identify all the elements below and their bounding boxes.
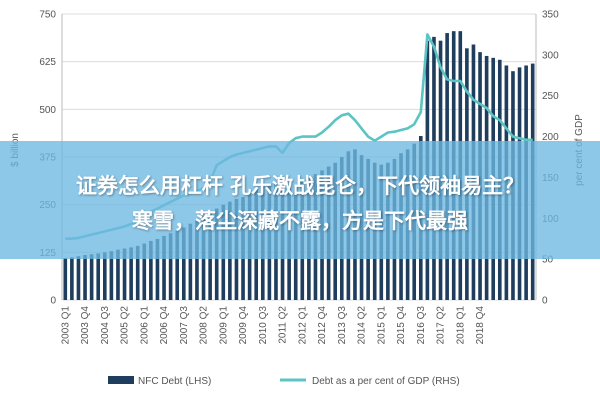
bar-20 <box>195 219 199 300</box>
right-tick-5: 250 <box>542 91 559 102</box>
bar-5 <box>96 253 101 300</box>
x-tick-11: 2011 Q2 <box>278 306 289 344</box>
bar-1 <box>70 257 74 300</box>
x-tick-8: 2009 Q1 <box>218 306 229 345</box>
bar-17 <box>175 230 180 300</box>
overlay-subheadline: 寒雪，落尘深藏不露，方是下代最强 <box>132 209 468 233</box>
left-tick-0: 0 <box>50 296 56 307</box>
x-tick-19: 2017 Q2 <box>436 306 447 345</box>
bar-2 <box>76 256 81 300</box>
right-tick-0: 0 <box>542 296 548 307</box>
overlay-headline: 证券怎么用杠杆 孔乐激战昆仑，下代领袖易主？ <box>75 174 525 198</box>
right-tick-4: 200 <box>542 132 559 143</box>
bar-7 <box>109 251 114 300</box>
bar-10 <box>129 247 133 300</box>
x-tick-18: 2016 Q3 <box>416 306 427 345</box>
x-tick-7: 2008 Q2 <box>199 306 210 345</box>
x-tick-3: 2005 Q2 <box>120 306 131 345</box>
x-tick-0: 2003 Q1 <box>60 306 71 345</box>
right-tick-6: 300 <box>542 50 559 61</box>
bar-6 <box>102 252 107 300</box>
x-tick-2: 2004 Q3 <box>100 306 111 345</box>
bar-14 <box>155 238 160 300</box>
bar-8 <box>116 249 120 300</box>
overlay-banner <box>0 141 600 259</box>
x-tick-14: 2013 Q3 <box>337 306 348 345</box>
bar-19 <box>188 223 193 300</box>
bar-15 <box>162 235 166 300</box>
x-tick-5: 2006 Q4 <box>159 306 170 345</box>
bar-0 <box>63 258 68 300</box>
left-tick-6: 750 <box>39 10 56 21</box>
x-tick-12: 2012 Q1 <box>297 306 308 345</box>
x-tick-15: 2014 Q2 <box>357 306 368 345</box>
x-tick-13: 2012 Q4 <box>317 306 328 345</box>
x-axis-ticks: 2003 Q1 2003 Q4 2004 Q3 2005 Q2 2006 Q1 2006 … <box>60 306 486 345</box>
x-tick-16: 2015 Q1 <box>376 306 387 345</box>
legend: NFC Debt (LHS) Debt as a per cent of GDP … <box>108 376 460 387</box>
bar-4 <box>89 254 94 300</box>
x-tick-4: 2006 Q1 <box>139 306 150 345</box>
x-tick-20: 2018 Q1 <box>455 306 466 345</box>
legend-swatch-bar <box>108 376 134 384</box>
bar-18 <box>181 227 186 300</box>
bar-16 <box>168 233 173 300</box>
right-tick-1: 50 <box>542 255 554 266</box>
x-tick-9: 2009 Q4 <box>238 306 249 345</box>
bar-12 <box>142 243 147 300</box>
legend-label-line: Debt as a per cent of GDP (RHS) <box>312 376 460 387</box>
x-tick-10: 2010 Q3 <box>258 306 269 345</box>
left-tick-5: 625 <box>39 57 56 68</box>
x-tick-21: 2018 Q4 <box>475 306 486 345</box>
bar-11 <box>135 245 140 300</box>
bar-13 <box>149 240 153 300</box>
right-tick-7: 350 <box>542 10 559 21</box>
left-tick-4: 500 <box>39 105 56 116</box>
bar-9 <box>122 248 127 300</box>
bar-3 <box>83 255 87 300</box>
legend-label-bar: NFC Debt (LHS) <box>138 376 211 387</box>
x-tick-1: 2003 Q4 <box>80 306 91 345</box>
x-tick-6: 2007 Q3 <box>179 306 190 345</box>
x-tick-17: 2015 Q4 <box>396 306 407 345</box>
